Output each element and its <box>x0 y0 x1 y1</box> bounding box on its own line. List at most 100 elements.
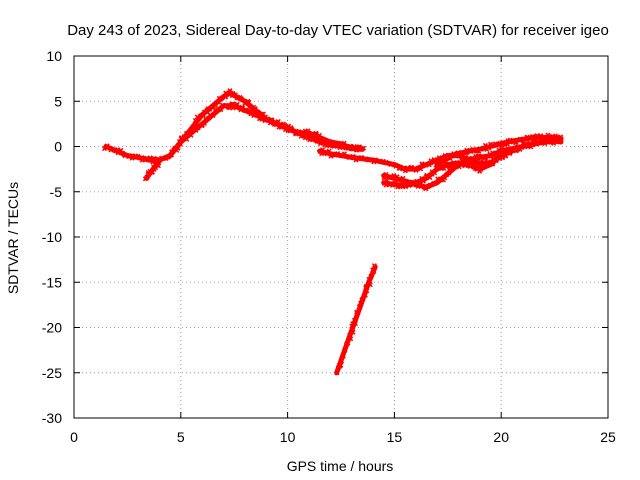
y-axis-label: SDTVAR / TECUs <box>5 182 21 294</box>
y-tick-label: -30 <box>42 410 62 426</box>
data-point <box>358 154 365 160</box>
data-point <box>513 139 519 145</box>
data-point <box>441 165 447 172</box>
y-tick-label: -15 <box>42 274 62 290</box>
data-point <box>508 146 514 152</box>
data-point <box>326 148 332 154</box>
data-point <box>328 153 334 159</box>
data-point <box>121 152 128 158</box>
data-point <box>248 111 254 117</box>
y-tick-label: -20 <box>42 320 62 336</box>
data-point <box>362 292 368 298</box>
series-track-upper <box>167 101 365 159</box>
y-tick-label: -10 <box>42 229 62 245</box>
data-point <box>200 112 206 118</box>
data-point <box>342 347 348 353</box>
data-point <box>392 180 398 186</box>
data-point <box>210 112 216 119</box>
data-point <box>558 134 564 140</box>
data-point <box>352 321 359 327</box>
data-point <box>297 130 303 136</box>
x-tick-label: 0 <box>70 429 78 445</box>
x-tick-label: 5 <box>177 429 185 445</box>
data-point <box>192 117 198 123</box>
data-point <box>505 147 511 153</box>
data-point <box>470 147 476 153</box>
data-point <box>340 353 346 359</box>
data-point <box>371 263 377 269</box>
data-point <box>319 151 325 157</box>
data-point <box>454 160 460 166</box>
data-point <box>195 125 201 131</box>
data-point <box>305 128 311 134</box>
data-point <box>219 95 225 101</box>
data-point <box>233 103 240 109</box>
data-point <box>387 181 393 187</box>
data-point <box>486 145 492 151</box>
data-point <box>427 175 433 181</box>
data-point <box>406 182 412 189</box>
series-track-steep <box>334 263 378 376</box>
data-point <box>367 282 373 288</box>
data-point <box>346 154 352 161</box>
data-point <box>144 175 150 181</box>
data-point <box>275 119 281 125</box>
data-point <box>288 126 295 132</box>
data-point <box>372 157 378 163</box>
data-point <box>307 137 313 143</box>
data-point <box>334 370 340 376</box>
data-point <box>487 151 493 157</box>
data-point <box>230 101 236 107</box>
data-point <box>365 157 371 163</box>
data-point <box>147 155 153 161</box>
x-tick-label: 15 <box>387 429 403 445</box>
data-point <box>118 147 124 153</box>
data-point <box>525 135 531 141</box>
x-tick-label: 25 <box>600 429 616 445</box>
data-point <box>394 174 400 180</box>
data-point <box>177 141 183 147</box>
data-point <box>313 131 319 137</box>
data-point <box>157 156 163 162</box>
data-point <box>338 362 344 368</box>
data-point <box>292 130 299 136</box>
data-point <box>493 141 499 147</box>
data-point <box>493 158 499 164</box>
data-point <box>492 151 498 157</box>
data-point <box>522 143 528 149</box>
data-point <box>363 283 369 289</box>
series-track-band-high <box>434 132 564 168</box>
data-point <box>351 317 358 323</box>
data-point <box>504 141 511 147</box>
data-point <box>354 309 360 315</box>
data-point <box>428 160 434 166</box>
data-point <box>538 133 544 139</box>
data-point <box>446 163 452 169</box>
data-point <box>339 358 345 364</box>
data-point <box>184 136 190 142</box>
data-point <box>316 132 322 138</box>
data-point <box>388 161 394 168</box>
data-point <box>383 171 389 177</box>
data-point <box>194 114 200 120</box>
data-point <box>229 101 235 107</box>
data-point <box>174 144 180 150</box>
data-point <box>396 177 402 183</box>
data-point <box>459 158 465 164</box>
data-point <box>383 159 389 165</box>
data-point <box>238 96 244 102</box>
data-point <box>483 155 489 161</box>
data-point <box>282 127 289 133</box>
data-point <box>168 152 174 158</box>
data-point <box>533 141 540 147</box>
data-point <box>139 155 145 161</box>
data-point <box>435 176 441 182</box>
data-point <box>345 340 351 346</box>
grid <box>74 56 608 418</box>
data-point <box>498 146 505 152</box>
data-point <box>262 117 268 124</box>
ticks: 0 5 10 15 20 25 10 5 0 -5 -10 -15 -20 -25 -30 <box>42 48 616 445</box>
data-point <box>477 154 483 160</box>
data-series <box>101 88 564 376</box>
